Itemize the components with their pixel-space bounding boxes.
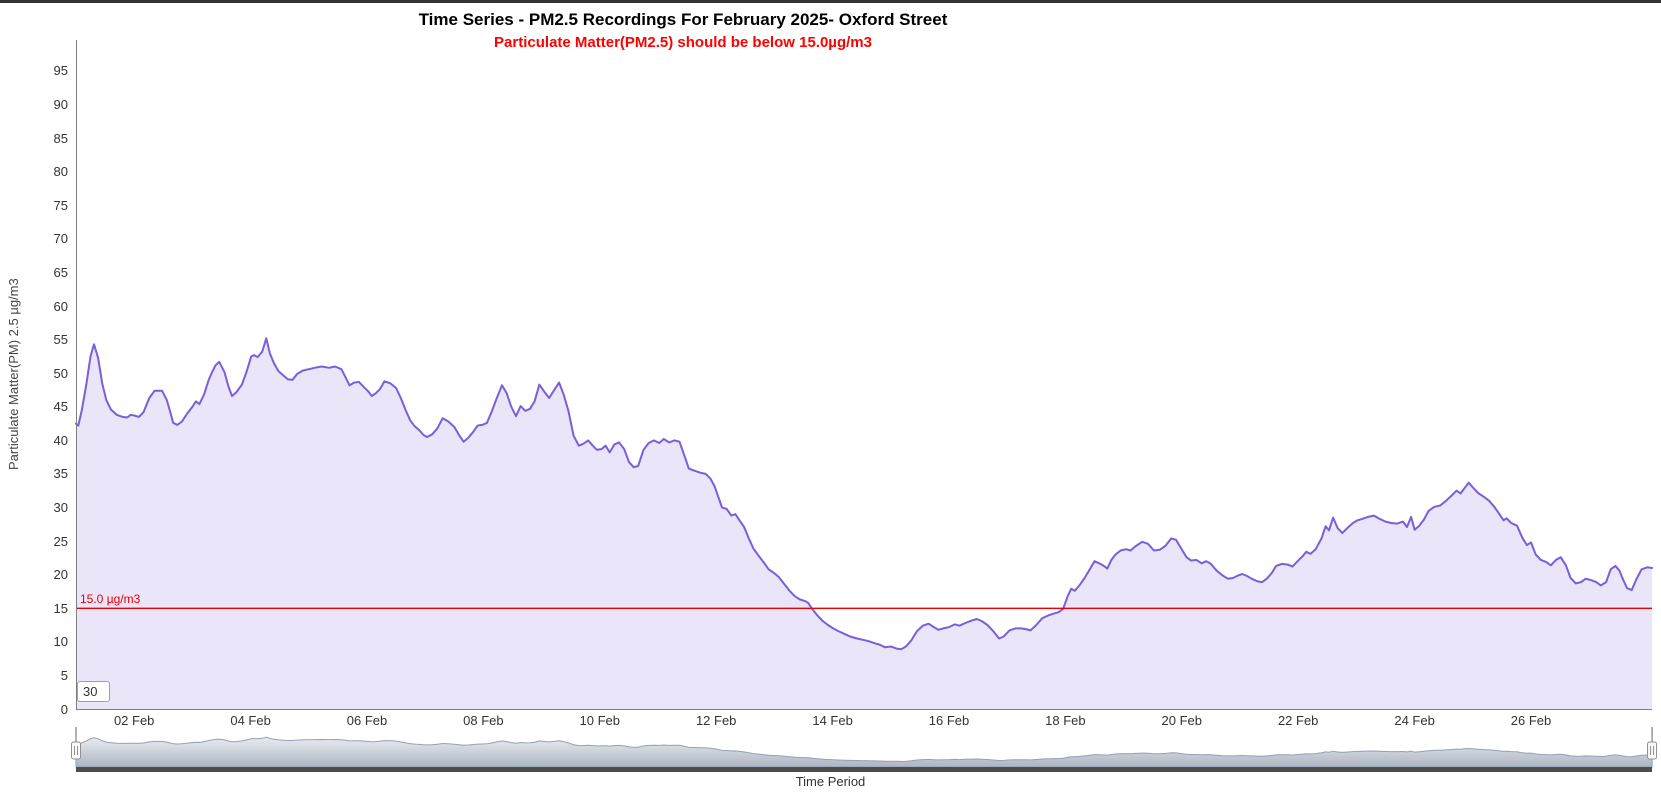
y-tick-label: 0 [60, 701, 68, 717]
pm25-area [76, 338, 1653, 709]
y-tick-label: 5 [60, 667, 68, 683]
y-tick-label: 85 [53, 130, 68, 146]
x-tick-label: 18 Feb [1045, 713, 1086, 728]
x-tick-label: 02 Feb [113, 713, 155, 728]
x-tick-label: 10 Feb [579, 713, 621, 728]
y-tick-label: 90 [53, 97, 68, 113]
y-tick-label: 45 [53, 399, 68, 415]
x-tick-label: 04 Feb [230, 713, 271, 728]
top-border [0, 0, 1661, 3]
navigator-handle-left[interactable] [71, 727, 81, 760]
x-tick-label: 26 Feb [1510, 713, 1552, 728]
chart-title: Time Series - PM2.5 Recordings For Febru… [418, 10, 948, 29]
y-tick-label: 25 [53, 533, 68, 549]
x-tick-label: 16 Feb [928, 713, 970, 728]
y-tick-label: 70 [53, 231, 68, 247]
x-tick-label: 22 Feb [1277, 713, 1319, 728]
x-tick-label: 20 Feb [1161, 713, 1203, 728]
y-tick-label: 80 [53, 164, 68, 180]
y-tick-label: 35 [53, 466, 68, 482]
x-axis-title: Time Period [795, 774, 866, 789]
navigator-handle-right[interactable] [1647, 727, 1658, 760]
x-tick-label: 14 Feb [812, 713, 853, 728]
y-tick-label: 15 [53, 600, 68, 616]
pm25-line [75, 337, 1654, 651]
navigator-track[interactable] [76, 767, 1653, 772]
y-tick-label: 10 [53, 634, 68, 650]
y-tick-label: 60 [53, 298, 68, 314]
threshold-label: 15.0 µg/m3 [80, 592, 141, 606]
y-tick-label: 30 [53, 500, 68, 516]
y-tick-label: 95 [53, 63, 68, 79]
x-tick-label: 12 Feb [695, 713, 737, 728]
chart-subtitle: Particulate Matter(PM2.5) should be belo… [494, 34, 872, 51]
x-tick-label: 06 Feb [346, 713, 388, 728]
y-tick-label: 50 [53, 365, 68, 381]
y-tick-label: 40 [53, 432, 68, 448]
interval-input[interactable] [77, 681, 110, 702]
y-tick-label: 65 [53, 264, 68, 280]
y-tick-label: 20 [53, 567, 68, 583]
navigator-area[interactable] [75, 736, 1653, 768]
x-tick-label: 08 Feb [463, 713, 504, 728]
y-tick-label: 75 [53, 197, 68, 213]
navigator[interactable] [71, 727, 1658, 772]
x-tick-label: 24 Feb [1394, 713, 1435, 728]
y-tick-label: 55 [53, 332, 68, 348]
